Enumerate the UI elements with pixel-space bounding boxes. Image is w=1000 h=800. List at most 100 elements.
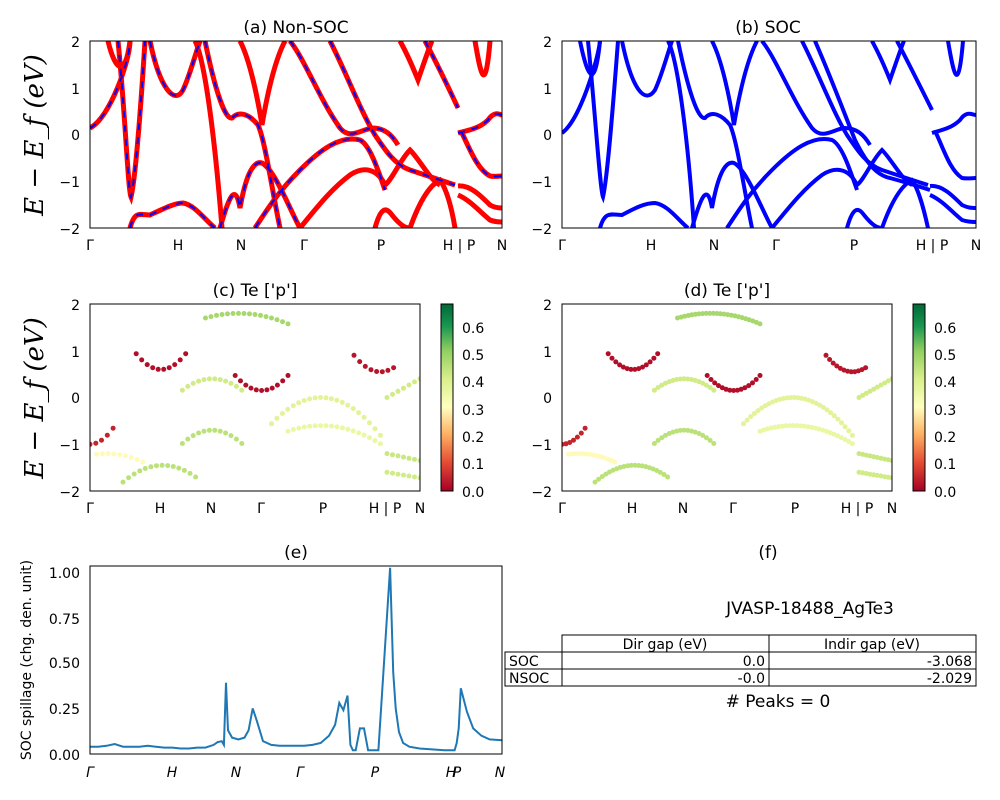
- dots-c-point-19: [253, 387, 259, 393]
- xtick-c-4: P: [319, 501, 327, 517]
- dots-d-point-86: [651, 441, 657, 446]
- dots-c-point-113: [395, 453, 401, 459]
- panel-a-yticks: 2 1 0 −1 −2: [59, 35, 80, 238]
- dots-c-point-116: [412, 456, 417, 462]
- dots-d-point-93: [677, 427, 683, 433]
- band-b-6: [666, 41, 696, 228]
- table-row-soc-dir: 0.0: [743, 654, 765, 670]
- dots-d-point-131: [842, 424, 848, 430]
- table-row-nsoc-label: NSOC: [509, 671, 549, 687]
- dots-d-point-24: [716, 383, 721, 389]
- cbar-c-tick-6: 0.0: [462, 485, 484, 501]
- dots-d-point-71: [659, 382, 665, 388]
- dots-c-point-24: [280, 378, 286, 384]
- xtick-a-1: H: [173, 238, 184, 254]
- dots-c-point-72: [269, 421, 274, 427]
- band-a-dash-7: [254, 138, 386, 228]
- dots-d-point-58: [628, 462, 634, 468]
- colorbar-c-ticks: 0.6 0.5 0.4 0.3 0.2 0.1 0.0: [462, 321, 484, 501]
- dots-d-point-217: [576, 451, 582, 457]
- dots-c-point-26: [351, 352, 357, 358]
- panel-a-frame: [89, 40, 503, 229]
- dots-c-point-14: [183, 351, 189, 357]
- dots-c-point-5: [133, 351, 139, 357]
- dots-c-point-73: [274, 415, 280, 421]
- xtick-a-3: Γ: [300, 238, 308, 254]
- dots-c-point-38: [142, 466, 148, 471]
- band-a-dash-9: [329, 41, 456, 186]
- ytick-d-1: 1: [543, 345, 552, 361]
- band-a-9: [237, 41, 288, 126]
- band-a-dash-1: [90, 41, 131, 129]
- dots-c-point-81: [318, 395, 323, 400]
- xtick-d-0: Γ: [558, 501, 566, 517]
- dots-d-point-80: [692, 377, 698, 383]
- cbar-d-tick-0: 0.6: [934, 321, 956, 337]
- band-b-18: [895, 41, 934, 111]
- dots-d-point-173: [867, 471, 873, 477]
- xtick-e-5: H: [446, 765, 457, 781]
- dots-c-point-127: [395, 388, 401, 394]
- xtick-e-6: P: [453, 765, 462, 781]
- dots-d-point-198: [703, 310, 709, 316]
- dots-c-point-50: [190, 380, 196, 386]
- dots-c-point-44: [176, 465, 182, 471]
- band-a-20: [457, 183, 502, 211]
- dots-c-point-118: [384, 469, 390, 475]
- band-b-15: [845, 207, 883, 228]
- dots-d-point-28: [731, 388, 737, 393]
- dots-c-point-84: [334, 397, 340, 403]
- dots-d-point-117: [791, 395, 797, 400]
- dots-d-point-133: [849, 432, 855, 438]
- band-a-dash-12: [461, 132, 502, 178]
- table-row-nsoc-indir-cell: [768, 668, 977, 687]
- colorbar-c-gradient: [440, 303, 454, 492]
- dots-d-point-178: [885, 474, 891, 480]
- panel-b-yticks: 2 1 0 −1 −2: [531, 35, 552, 238]
- dots-c-point-109: [372, 438, 378, 444]
- dots-c-point-2: [99, 437, 104, 443]
- dots-c-point-18: [248, 385, 254, 391]
- dots-c-point-76: [290, 403, 296, 409]
- dots-d-point-185: [874, 384, 880, 390]
- dots-c-point-17: [243, 382, 249, 388]
- ytick-a-4: −2: [59, 222, 80, 238]
- dots-d-point-21: [704, 373, 710, 378]
- panel-a-ylabel: E − E_f (eV): [20, 54, 50, 217]
- ytick-d-4: −2: [531, 485, 552, 501]
- band-b-5: [598, 200, 690, 228]
- dots-c-point-86: [345, 402, 351, 408]
- dots-d-point-19: [651, 355, 657, 361]
- dots-d-point-102: [711, 441, 717, 446]
- dots-d-point-196: [696, 311, 702, 317]
- dots-d-point-227: [612, 459, 618, 465]
- dots-d-point-124: [817, 402, 823, 408]
- dots-d-point-139: [776, 424, 781, 430]
- dots-d-point-20: [655, 351, 661, 357]
- dots-c-point-98: [312, 423, 318, 429]
- dots-c-point-27: [357, 359, 363, 365]
- dots-c-point-140: [247, 311, 252, 317]
- dots-d-point-98: [696, 431, 702, 436]
- ytick-e-0: 1.00: [49, 566, 80, 582]
- table-header-dir: Dir gap (eV): [623, 637, 708, 653]
- cbar-d-tick-2: 0.4: [934, 375, 956, 391]
- dots-c-point-120: [395, 471, 401, 477]
- ytick-b-0: 2: [543, 35, 552, 51]
- dots-c-point-144: [269, 315, 274, 321]
- dots-d-point-69: [651, 387, 657, 393]
- panel-b-xticks: Γ H N Γ P H | P N: [558, 238, 981, 254]
- dots-d-point-202: [718, 311, 723, 317]
- band-b-9: [710, 41, 759, 126]
- dots-c-point-53: [206, 376, 212, 382]
- dots-d-point-141: [783, 423, 789, 429]
- dots-c-point-143: [263, 314, 269, 320]
- dots-d-point-128: [831, 413, 837, 419]
- dots-c-point-68: [223, 430, 229, 436]
- dots-c-point-156: [140, 459, 146, 465]
- ytick-b-4: −2: [531, 222, 552, 238]
- dots-c-point-117: [417, 458, 420, 464]
- dots-d-point-18: [647, 359, 653, 365]
- dots-d-point-59: [632, 462, 638, 468]
- dots-c-point-83: [328, 396, 334, 402]
